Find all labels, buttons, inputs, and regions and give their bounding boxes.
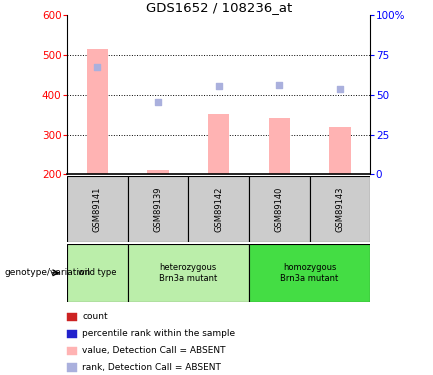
FancyBboxPatch shape bbox=[128, 244, 249, 302]
Text: rank, Detection Call = ABSENT: rank, Detection Call = ABSENT bbox=[82, 363, 221, 372]
Text: percentile rank within the sample: percentile rank within the sample bbox=[82, 329, 236, 338]
FancyBboxPatch shape bbox=[249, 244, 370, 302]
Text: count: count bbox=[82, 312, 108, 321]
Bar bbox=[329, 127, 350, 174]
Text: homozygous
Brn3a mutant: homozygous Brn3a mutant bbox=[281, 263, 339, 282]
Bar bbox=[208, 114, 229, 174]
Bar bbox=[147, 170, 168, 174]
Text: GSM89141: GSM89141 bbox=[93, 186, 102, 232]
FancyBboxPatch shape bbox=[310, 176, 370, 242]
Text: heterozygous
Brn3a mutant: heterozygous Brn3a mutant bbox=[159, 263, 217, 282]
Point bbox=[94, 64, 101, 70]
Text: genotype/variation: genotype/variation bbox=[4, 268, 90, 278]
Point bbox=[336, 86, 343, 92]
Title: GDS1652 / 108236_at: GDS1652 / 108236_at bbox=[145, 1, 292, 14]
Point bbox=[276, 82, 283, 88]
Bar bbox=[87, 49, 108, 174]
Text: GSM89142: GSM89142 bbox=[214, 186, 223, 232]
FancyBboxPatch shape bbox=[67, 244, 128, 302]
Point bbox=[215, 83, 222, 89]
FancyBboxPatch shape bbox=[188, 176, 249, 242]
Bar bbox=[268, 118, 290, 174]
Text: wild type: wild type bbox=[78, 268, 116, 278]
FancyBboxPatch shape bbox=[67, 176, 128, 242]
FancyBboxPatch shape bbox=[128, 176, 188, 242]
Text: GSM89140: GSM89140 bbox=[275, 186, 284, 232]
Text: value, Detection Call = ABSENT: value, Detection Call = ABSENT bbox=[82, 346, 226, 355]
FancyBboxPatch shape bbox=[249, 176, 310, 242]
Text: GSM89139: GSM89139 bbox=[154, 186, 162, 232]
Text: GSM89143: GSM89143 bbox=[336, 186, 344, 232]
Point bbox=[155, 99, 162, 105]
